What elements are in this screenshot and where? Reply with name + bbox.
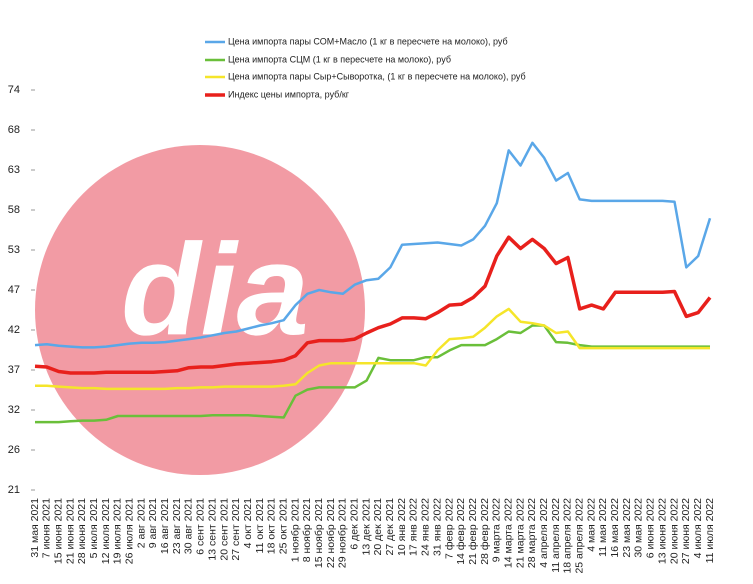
x-tick-label: 15 июня 2021 <box>52 498 64 564</box>
y-tick-label: 63 <box>8 164 20 176</box>
x-tick-label: 23 мая 2022 <box>621 498 633 558</box>
x-tick-label: 17 янв 2022 <box>408 498 420 556</box>
x-tick-label: 21 марта 2022 <box>514 498 526 568</box>
x-tick-label: 20 июня 2022 <box>668 498 680 564</box>
x-tick-label: 25 апреля 2022 <box>574 498 586 574</box>
y-tick-label: 37 <box>8 364 20 376</box>
x-tick-label: 9 марта 2022 <box>491 498 503 562</box>
x-tick-label: 4 июля 2022 <box>692 498 704 559</box>
x-tick-label: 23 авг 2021 <box>171 498 183 554</box>
x-tick-label: 27 сент 2021 <box>230 498 242 561</box>
x-tick-label: 8 ноябр 2021 <box>301 498 313 562</box>
series-line <box>34 141 712 349</box>
x-tick-label: 6 дек 2021 <box>349 498 361 550</box>
x-tick-label: 12 июля 2021 <box>100 498 112 564</box>
x-tick-label: 26 июля 2021 <box>124 498 136 564</box>
y-tick-label: 32 <box>8 404 20 416</box>
x-tick-label: 4 окт 2021 <box>242 498 254 549</box>
x-tick-label: 4 мая 2022 <box>585 498 597 552</box>
watermark-circle <box>35 145 365 475</box>
x-tick-label: 10 янв 2022 <box>396 498 408 556</box>
x-tick-label: 31 янв 2022 <box>431 498 443 556</box>
legend-label: Индекс цены импорта, руб/кг <box>228 89 350 99</box>
y-tick-label: 53 <box>8 244 20 256</box>
x-tick-label: 25 окт 2021 <box>277 498 289 554</box>
x-tick-label: 20 дек 2021 <box>372 498 384 556</box>
x-tick-label: 30 авг 2021 <box>183 498 195 554</box>
x-tick-label: 16 авг 2021 <box>159 498 171 554</box>
x-tick-label: 24 янв 2022 <box>420 498 432 556</box>
series-line <box>35 324 710 424</box>
x-tick-label: 16 мая 2022 <box>609 498 621 558</box>
x-tick-label: 31 мая 2021 <box>29 498 41 558</box>
x-tick-label: 14 марта 2022 <box>502 498 514 568</box>
x-tick-label: 28 марта 2022 <box>526 498 538 568</box>
series-line <box>34 235 712 375</box>
x-tick-label: 29 ноябр 2021 <box>337 498 349 568</box>
x-tick-label: 20 сент 2021 <box>218 498 230 561</box>
x-tick-label: 13 июня 2022 <box>656 498 668 564</box>
x-tick-label: 11 июля 2022 <box>704 498 716 564</box>
x-tick-label: 14 февр 2022 <box>455 498 467 565</box>
x-tick-label: 5 июля 2021 <box>88 498 100 559</box>
x-tick-label: 6 июня 2022 <box>645 498 657 558</box>
series-line <box>35 307 710 391</box>
x-tick-label: 15 ноябр 2021 <box>313 498 325 568</box>
watermark: dia <box>35 145 365 475</box>
x-tick-label: 11 окт 2021 <box>254 498 266 554</box>
y-tick-label: 74 <box>8 84 20 96</box>
x-tick-label: 6 сент 2021 <box>195 498 207 555</box>
x-tick-label: 21 февр 2022 <box>467 498 479 565</box>
x-tick-label: 7 февр 2022 <box>443 498 455 559</box>
y-tick-label: 58 <box>8 204 20 216</box>
legend-label: Цена импорта пары СОМ+Масло (1 кг в пере… <box>228 36 508 46</box>
x-tick-label: 18 апреля 2022 <box>562 498 574 574</box>
x-tick-label: 9 авг 2021 <box>147 498 159 548</box>
y-tick-label: 21 <box>8 484 20 496</box>
x-tick-label: 11 апреля 2022 <box>550 498 562 573</box>
y-tick-label: 42 <box>8 324 20 336</box>
x-tick-label: 27 дек 2021 <box>384 498 396 556</box>
x-tick-label: 7 июня 2021 <box>41 498 53 558</box>
legend-label: Цена импорта пары Сыр+Сыворотка, (1 кг в… <box>228 71 526 81</box>
x-tick-label: 4 апреля 2022 <box>538 498 550 568</box>
x-tick-label: 30 мая 2022 <box>633 498 645 558</box>
y-tick-label: 47 <box>8 284 20 296</box>
x-tick-label: 21 июня 2021 <box>64 498 76 564</box>
x-tick-label: 27 июня 2022 <box>680 498 692 564</box>
y-tick-label: 26 <box>8 444 20 456</box>
x-tick-label: 2 авг 2021 <box>135 498 147 548</box>
x-tick-label: 28 июня 2021 <box>76 498 88 564</box>
x-tick-label: 1 ноябр 2021 <box>289 498 301 562</box>
x-tick-label: 13 сент 2021 <box>206 498 218 561</box>
x-tick-label: 18 окт 2021 <box>266 498 278 554</box>
x-tick-label: 11 мая 2022 <box>597 498 609 557</box>
legend-label: Цена импорта СЦМ (1 кг в пересчете на мо… <box>228 54 451 64</box>
x-tick-label: 13 дек 2021 <box>360 498 372 556</box>
watermark-text: dia <box>121 216 309 362</box>
x-tick-label: 28 февр 2022 <box>479 498 491 565</box>
x-tick-label: 22 ноябр 2021 <box>325 498 337 568</box>
y-tick-label: 68 <box>8 124 20 136</box>
x-tick-label: 19 июля 2021 <box>112 498 124 564</box>
